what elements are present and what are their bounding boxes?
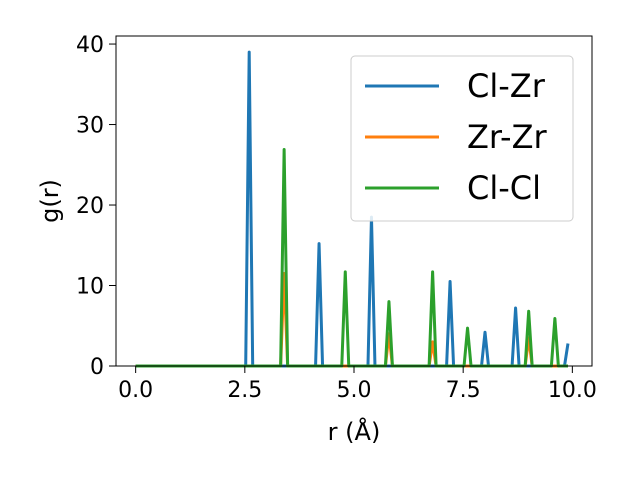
y-tick-label: 30 bbox=[76, 114, 104, 139]
legend-label-zr-zr: Zr-Zr bbox=[467, 118, 548, 156]
y-axis-label: g(r) bbox=[36, 179, 64, 223]
legend-label-cl-cl: Cl-Cl bbox=[467, 169, 541, 207]
series-line-zr-zr bbox=[135, 271, 568, 368]
x-tick-label: 5.0 bbox=[337, 378, 372, 403]
x-tick-label: 10.0 bbox=[548, 378, 597, 403]
legend: Cl-Zr Zr-Zr Cl-Cl bbox=[350, 55, 574, 222]
y-tick-label: 20 bbox=[76, 194, 104, 219]
y-tick-label: 10 bbox=[76, 275, 104, 300]
x-tick-label: 0.0 bbox=[118, 378, 153, 403]
y-tick-label: 40 bbox=[76, 33, 104, 58]
x-axis-label: r (Å) bbox=[328, 417, 381, 446]
y-tick-label: 0 bbox=[90, 355, 104, 380]
legend-box bbox=[350, 55, 574, 222]
legend-label-cl-zr: Cl-Zr bbox=[467, 67, 546, 105]
x-axis-ticks: 0.0 2.5 5.0 7.5 10.0 bbox=[118, 366, 597, 403]
y-axis-ticks: 0 10 20 30 40 bbox=[76, 33, 116, 380]
x-tick-label: 7.5 bbox=[446, 378, 481, 403]
x-tick-label: 2.5 bbox=[227, 378, 262, 403]
